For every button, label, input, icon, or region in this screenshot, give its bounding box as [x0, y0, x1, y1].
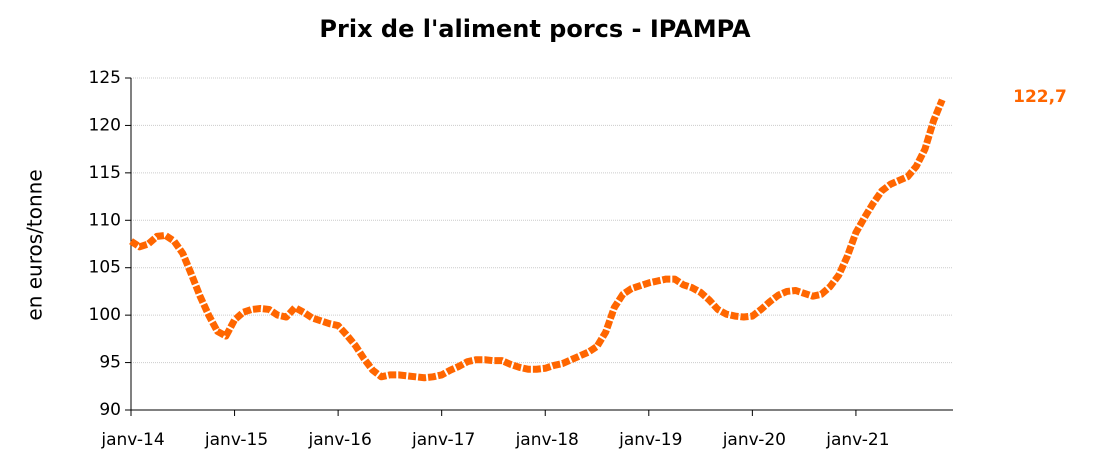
y-tick-label: 115 — [89, 163, 121, 183]
chart-title: Prix de l'aliment porcs - IPAMPA — [319, 15, 751, 43]
y-tick-label: 125 — [89, 68, 121, 88]
y-axis-label: en euros/tonne — [23, 169, 47, 320]
y-tick-label: 120 — [89, 115, 121, 135]
line — [129, 98, 946, 382]
x-tick-label: janv-20 — [722, 430, 786, 450]
x-tick-label: janv-14 — [100, 430, 164, 450]
y-tick-label: 95 — [99, 353, 121, 373]
y-tick-label: 90 — [99, 400, 121, 420]
x-tick-label: janv-15 — [204, 430, 268, 450]
value-label: 122,7 — [1013, 87, 1067, 107]
x-tick-label: janv-16 — [307, 430, 371, 450]
y-tick-label: 100 — [89, 305, 121, 325]
y-tick-label: 105 — [89, 258, 121, 278]
y-tick-label: 110 — [89, 210, 121, 230]
x-tick-label: janv-21 — [825, 430, 889, 450]
x-tick-label: janv-19 — [618, 430, 682, 450]
x-tick-label: janv-18 — [515, 430, 579, 450]
x-tick-label: janv-17 — [411, 430, 475, 450]
